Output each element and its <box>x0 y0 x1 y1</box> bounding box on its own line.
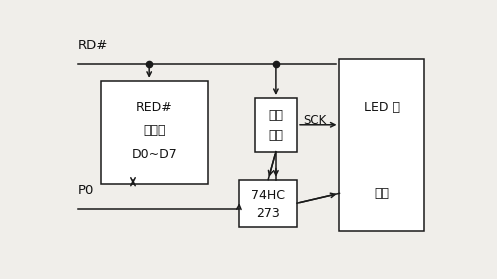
Text: 存储器: 存储器 <box>143 124 166 137</box>
Text: SCK: SCK <box>303 114 326 127</box>
Text: 延时: 延时 <box>268 109 283 122</box>
Text: 电路: 电路 <box>268 129 283 142</box>
Bar <box>101 81 209 184</box>
Text: 273: 273 <box>256 207 280 220</box>
Text: RED#: RED# <box>136 101 173 114</box>
Bar <box>255 98 297 152</box>
Bar <box>240 180 297 227</box>
Text: RD#: RD# <box>78 39 108 52</box>
Text: 数据: 数据 <box>374 187 389 200</box>
Bar <box>339 59 424 231</box>
Text: P0: P0 <box>78 184 94 197</box>
Text: 74HC: 74HC <box>251 189 285 202</box>
Text: D0~D7: D0~D7 <box>132 148 177 162</box>
Text: LED 屏: LED 屏 <box>364 101 400 114</box>
